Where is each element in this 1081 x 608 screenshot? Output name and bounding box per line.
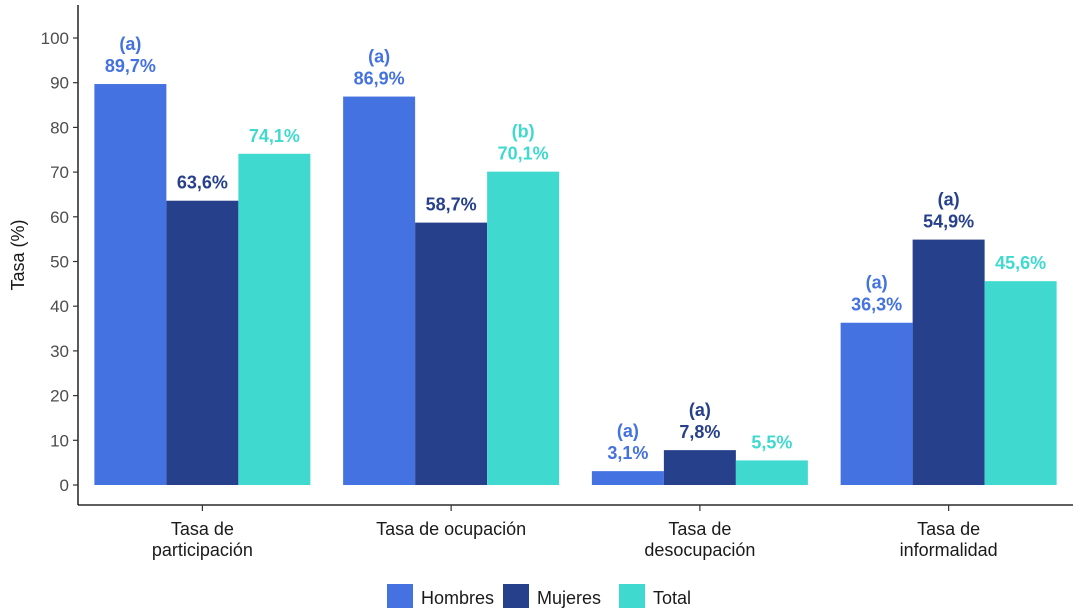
- significance-note: (a): [617, 421, 639, 441]
- value-labels: 89,7%(a)63,6%74,1%86,9%(a)58,7%70,1%(b)3…: [105, 34, 1046, 463]
- x-tick-label: desocupación: [644, 540, 755, 560]
- value-label: 5,5%: [751, 432, 792, 452]
- legend-label-total: Total: [653, 588, 691, 608]
- significance-note: (a): [689, 400, 711, 420]
- value-label: 89,7%: [105, 56, 156, 76]
- bar-hombres: [840, 322, 913, 485]
- y-tick-label: 50: [50, 253, 69, 272]
- value-label: 54,9%: [923, 212, 974, 232]
- bar-mujeres: [415, 222, 488, 485]
- bar-total: [735, 460, 808, 485]
- legend-swatch-total: [619, 584, 645, 608]
- value-label: 36,3%: [851, 295, 902, 315]
- value-label: 58,7%: [426, 195, 477, 215]
- bar-total: [984, 281, 1057, 485]
- bar-hombres: [94, 84, 167, 485]
- y-tick-label: 0: [60, 476, 69, 495]
- y-tick-label: 80: [50, 118, 69, 137]
- value-label: 45,6%: [995, 253, 1046, 273]
- bar-total: [238, 153, 311, 485]
- legend-swatch-mujeres: [503, 584, 529, 608]
- bar-total: [487, 171, 560, 485]
- x-tick-label: Tasa de: [171, 519, 234, 539]
- x-tick-label: Tasa de: [917, 519, 980, 539]
- bars: [94, 84, 1057, 485]
- bar-mujeres: [166, 200, 239, 485]
- y-tick-label: 100: [41, 29, 69, 48]
- value-label: 7,8%: [679, 422, 720, 442]
- value-label: 74,1%: [249, 126, 300, 146]
- significance-note: (a): [368, 47, 390, 67]
- y-tick-label: 90: [50, 74, 69, 93]
- y-tick-label: 70: [50, 163, 69, 182]
- legend-label-mujeres: Mujeres: [537, 588, 601, 608]
- bar-hombres: [591, 471, 664, 485]
- x-tick-label: participación: [152, 540, 253, 560]
- y-ticks: 0 10 20 30 40 50 60 70 80 90 100: [41, 29, 78, 495]
- significance-note: (a): [866, 273, 888, 293]
- x-tick-label: Tasa de: [668, 519, 731, 539]
- significance-note: (b): [512, 122, 535, 142]
- legend-swatch-hombres: [387, 584, 413, 608]
- y-tick-label: 20: [50, 387, 69, 406]
- value-label: 70,1%: [498, 144, 549, 164]
- y-tick-label: 10: [50, 431, 69, 450]
- y-axis-title: Tasa (%): [8, 219, 28, 290]
- significance-note: (a): [938, 190, 960, 210]
- value-label: 63,6%: [177, 173, 228, 193]
- legend-label-hombres: Hombres: [421, 588, 494, 608]
- y-tick-label: 30: [50, 342, 69, 361]
- x-tick-label: informalidad: [900, 540, 998, 560]
- y-tick-label: 40: [50, 297, 69, 316]
- y-tick-label: 60: [50, 208, 69, 227]
- bar-mujeres: [663, 450, 736, 485]
- x-tick-label: Tasa de ocupación: [376, 519, 526, 539]
- significance-note: (a): [119, 34, 141, 54]
- axes: [77, 5, 1073, 506]
- bar-mujeres: [912, 239, 985, 485]
- value-label: 86,9%: [354, 69, 405, 89]
- value-label: 3,1%: [607, 443, 648, 463]
- bar-hombres: [343, 96, 416, 485]
- legend: Hombres Mujeres Total: [387, 584, 691, 608]
